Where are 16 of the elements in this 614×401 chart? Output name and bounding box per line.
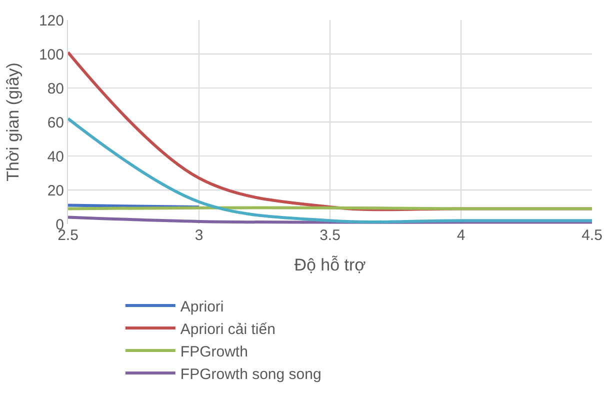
x-axis-title: Độ hỗ trợ [294, 255, 366, 274]
y-tick-label: 20 [47, 182, 64, 200]
x-tick-label: 4.5 [582, 227, 602, 244]
x-tick-label: 4 [456, 227, 466, 244]
y-tick-label: 120 [38, 12, 64, 30]
y-tick-label: 80 [47, 80, 64, 98]
y-tick-label: 40 [47, 148, 64, 166]
legend-label: Apriori [180, 298, 224, 316]
x-tick-label: 3.5 [320, 227, 340, 244]
y-tick-label: 60 [47, 114, 64, 132]
legend-label: Apriori cải tiến [180, 320, 276, 338]
legend-label: FPGrowth [180, 343, 248, 360]
legend-label: FPGrowth song song [180, 366, 322, 383]
x-tick-label: 3 [194, 227, 204, 244]
y-tick-label: 100 [38, 46, 64, 64]
y-axis-title: Thời gian (giây) [4, 62, 23, 182]
